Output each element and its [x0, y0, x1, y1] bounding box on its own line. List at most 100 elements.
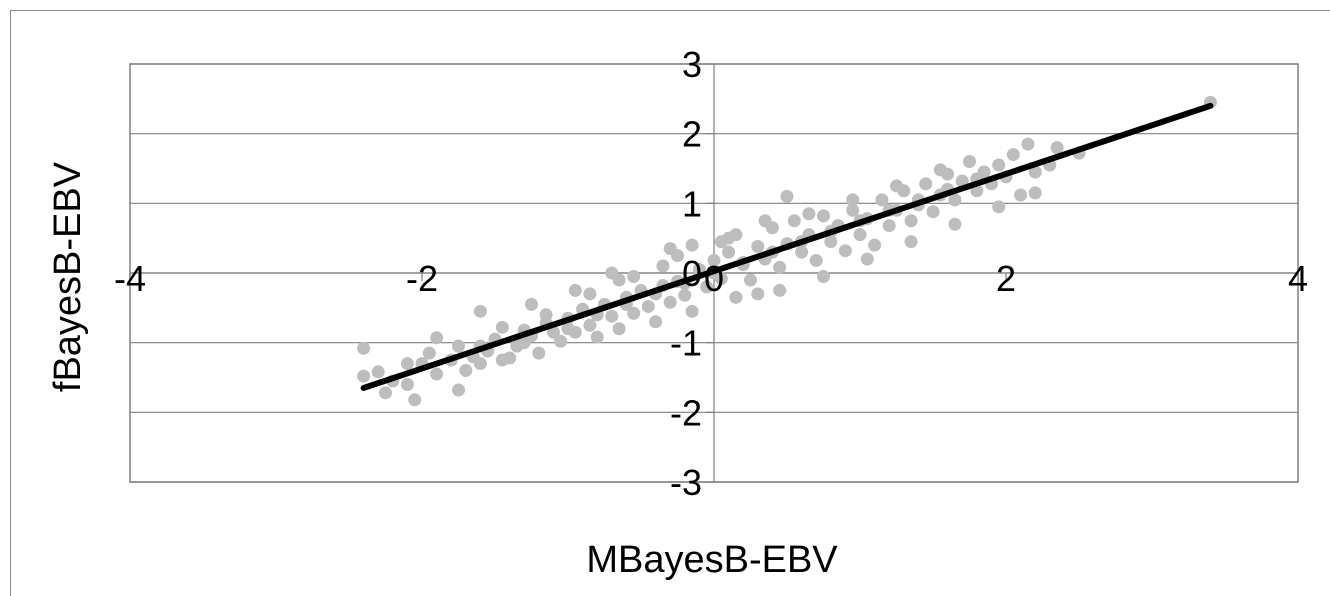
data-point — [532, 346, 546, 360]
data-point — [583, 287, 597, 301]
data-point — [379, 386, 392, 400]
data-point — [751, 287, 765, 301]
data-point — [744, 273, 757, 287]
y-tick-label: -1 — [670, 323, 702, 364]
data-point — [700, 280, 714, 294]
x-tick-label: 4 — [1288, 258, 1308, 299]
data-point — [926, 205, 940, 219]
data-point — [875, 193, 889, 207]
data-point — [904, 235, 918, 249]
data-point — [452, 339, 465, 353]
data-point — [452, 383, 465, 397]
data-point — [400, 357, 414, 371]
data-point — [780, 189, 794, 203]
data-point — [948, 193, 962, 207]
data-point — [992, 200, 1006, 214]
data-point — [992, 158, 1006, 172]
data-point — [853, 228, 867, 242]
data-point — [1021, 137, 1035, 151]
data-point — [539, 308, 553, 322]
data-point — [525, 297, 538, 311]
data-point — [963, 155, 976, 169]
data-point — [1050, 141, 1064, 155]
points-layer — [357, 95, 1217, 407]
data-point — [473, 357, 487, 371]
data-point — [685, 238, 699, 252]
data-point — [430, 367, 444, 381]
data-point — [868, 238, 882, 252]
data-point — [751, 240, 765, 254]
data-point — [400, 377, 414, 391]
data-point — [430, 331, 444, 345]
data-point — [605, 309, 619, 323]
y-tick-label: -3 — [670, 462, 702, 503]
data-point — [612, 322, 626, 336]
data-point — [590, 330, 604, 344]
data-point — [357, 341, 371, 355]
data-point — [817, 209, 830, 223]
x-tick-label: 0 — [704, 258, 724, 299]
x-axis-title: MBayesB-EBV — [586, 539, 838, 581]
data-point — [890, 179, 903, 193]
data-point — [583, 318, 597, 332]
data-point — [546, 325, 560, 339]
data-point — [817, 269, 830, 283]
y-tick-label: 1 — [682, 183, 702, 224]
data-point — [707, 253, 721, 267]
data-point — [663, 242, 677, 256]
data-point — [1028, 186, 1042, 200]
trend-layer — [360, 102, 1214, 391]
data-point — [408, 393, 422, 407]
y-tick-label: -2 — [670, 392, 702, 433]
data-point — [758, 214, 772, 228]
data-point — [627, 269, 641, 283]
data-point — [627, 306, 641, 320]
y-tick-label: 2 — [682, 114, 702, 155]
x-tick-label: -4 — [114, 258, 146, 299]
x-tick-label: 2 — [996, 258, 1016, 299]
data-point — [787, 214, 801, 228]
data-point — [773, 260, 787, 274]
data-point — [517, 336, 531, 350]
y-tick-label: 0 — [682, 253, 702, 294]
data-point — [357, 369, 371, 383]
data-point — [846, 203, 860, 217]
data-point — [729, 290, 743, 304]
data-point — [649, 315, 663, 329]
data-point — [554, 334, 568, 348]
data-point — [459, 364, 473, 378]
data-point — [1014, 188, 1028, 202]
data-point — [919, 177, 933, 191]
data-point — [473, 304, 487, 318]
data-point — [933, 163, 947, 177]
data-point — [663, 295, 677, 309]
data-point — [1028, 165, 1042, 179]
x-tick-label: -2 — [406, 258, 438, 299]
y-axis-title: fBayesB-EBV — [47, 161, 89, 392]
data-point — [809, 253, 823, 267]
y-tick-label: 3 — [682, 44, 702, 85]
data-point — [495, 353, 509, 367]
data-point — [422, 346, 436, 360]
data-point — [568, 283, 582, 297]
data-point — [802, 207, 816, 221]
data-point — [722, 245, 736, 259]
data-point — [685, 304, 699, 318]
data-point — [795, 245, 809, 259]
data-point — [605, 266, 619, 280]
data-point — [882, 219, 896, 233]
data-point — [561, 322, 575, 336]
data-point — [1006, 148, 1020, 162]
data-point — [860, 252, 874, 266]
data-point — [678, 288, 692, 302]
data-point — [722, 231, 736, 245]
data-point — [371, 365, 385, 379]
trend-line — [360, 102, 1214, 391]
data-point — [773, 283, 787, 297]
data-point — [824, 235, 838, 249]
data-point — [641, 299, 655, 313]
data-point — [838, 244, 852, 258]
data-point — [948, 217, 962, 231]
